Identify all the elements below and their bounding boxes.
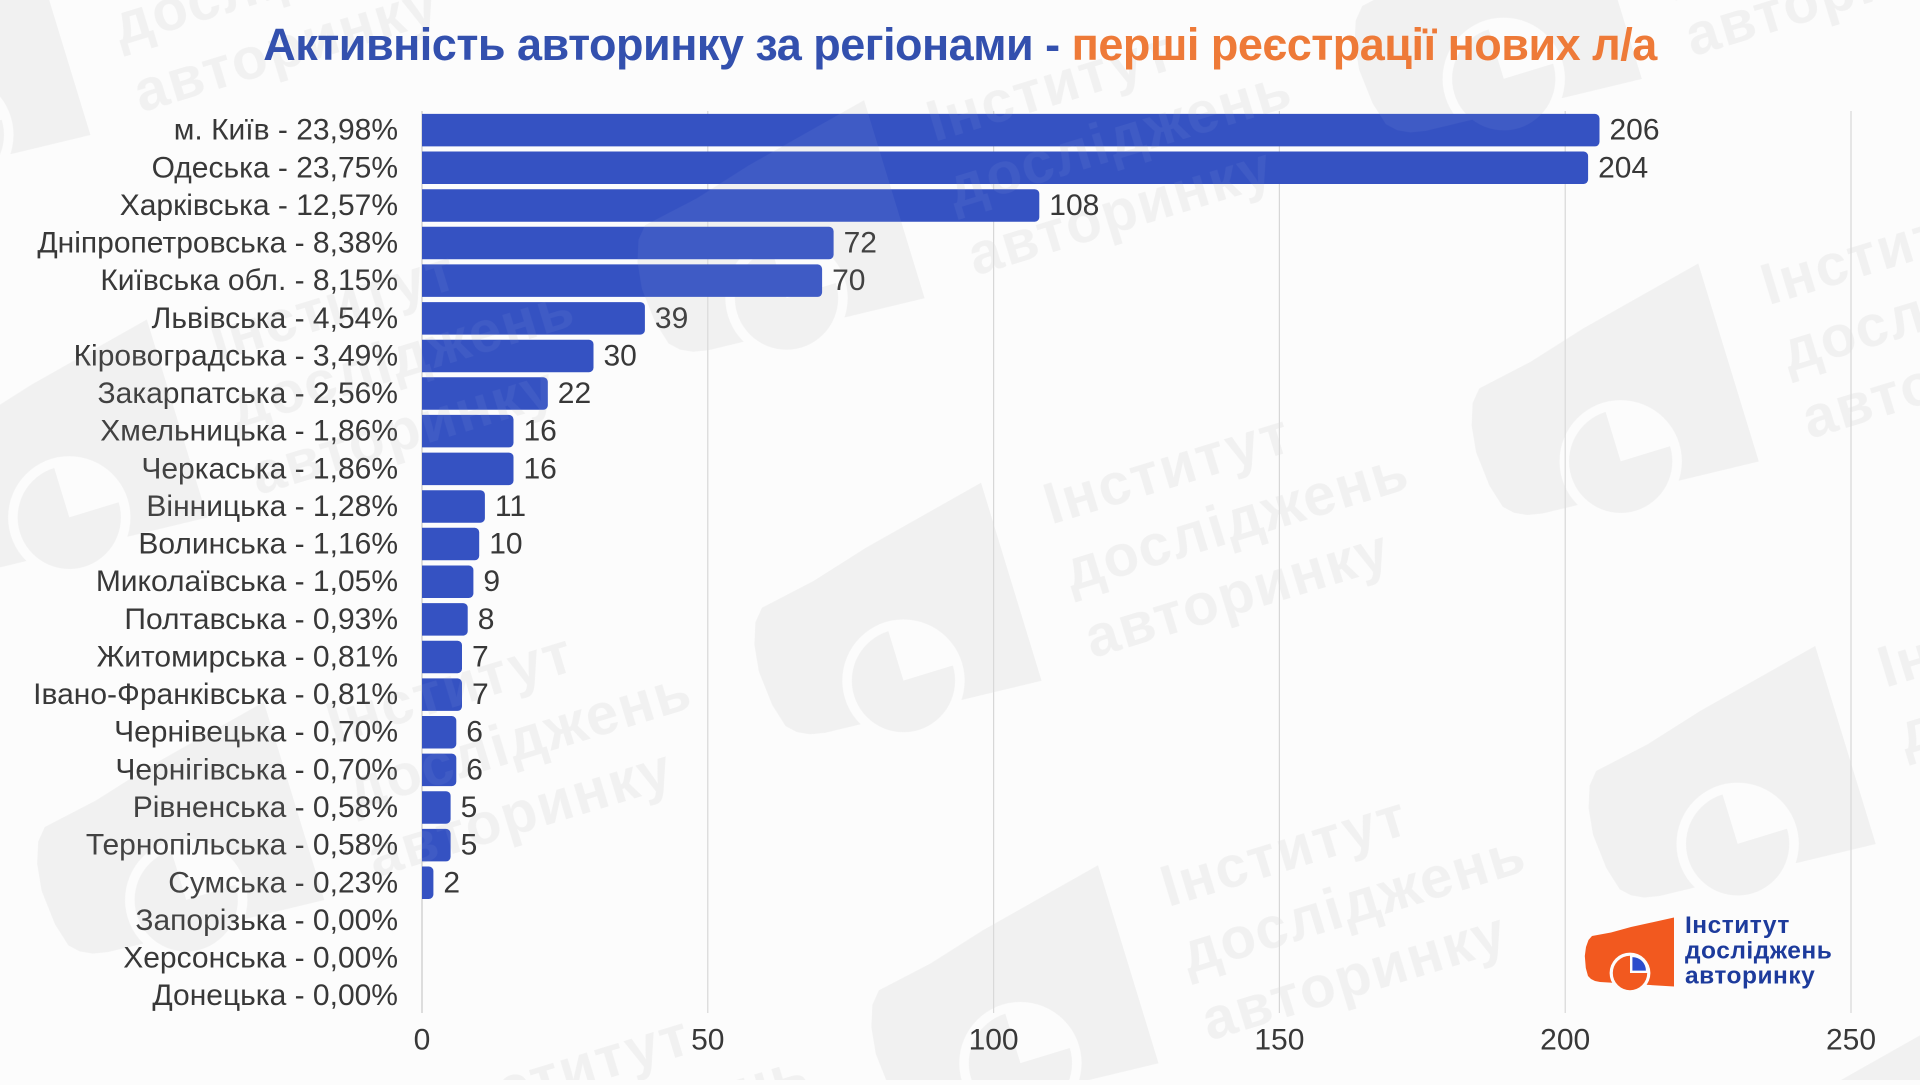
svg-text:250: 250 (1826, 1024, 1876, 1057)
svg-text:авторинку: авторинку (1685, 963, 1815, 990)
svg-text:досліджень: досліджень (1685, 938, 1832, 965)
svg-text:200: 200 (1540, 1024, 1590, 1057)
svg-text:100: 100 (969, 1024, 1019, 1057)
svg-text:50: 50 (691, 1024, 724, 1057)
svg-text:150: 150 (1254, 1024, 1304, 1057)
svg-text:Інститут: Інститут (1685, 912, 1790, 939)
svg-text:Активність авторинку за регіон: Активність авторинку за регіонами - перш… (263, 19, 1658, 70)
svg-text:0: 0 (414, 1024, 431, 1057)
